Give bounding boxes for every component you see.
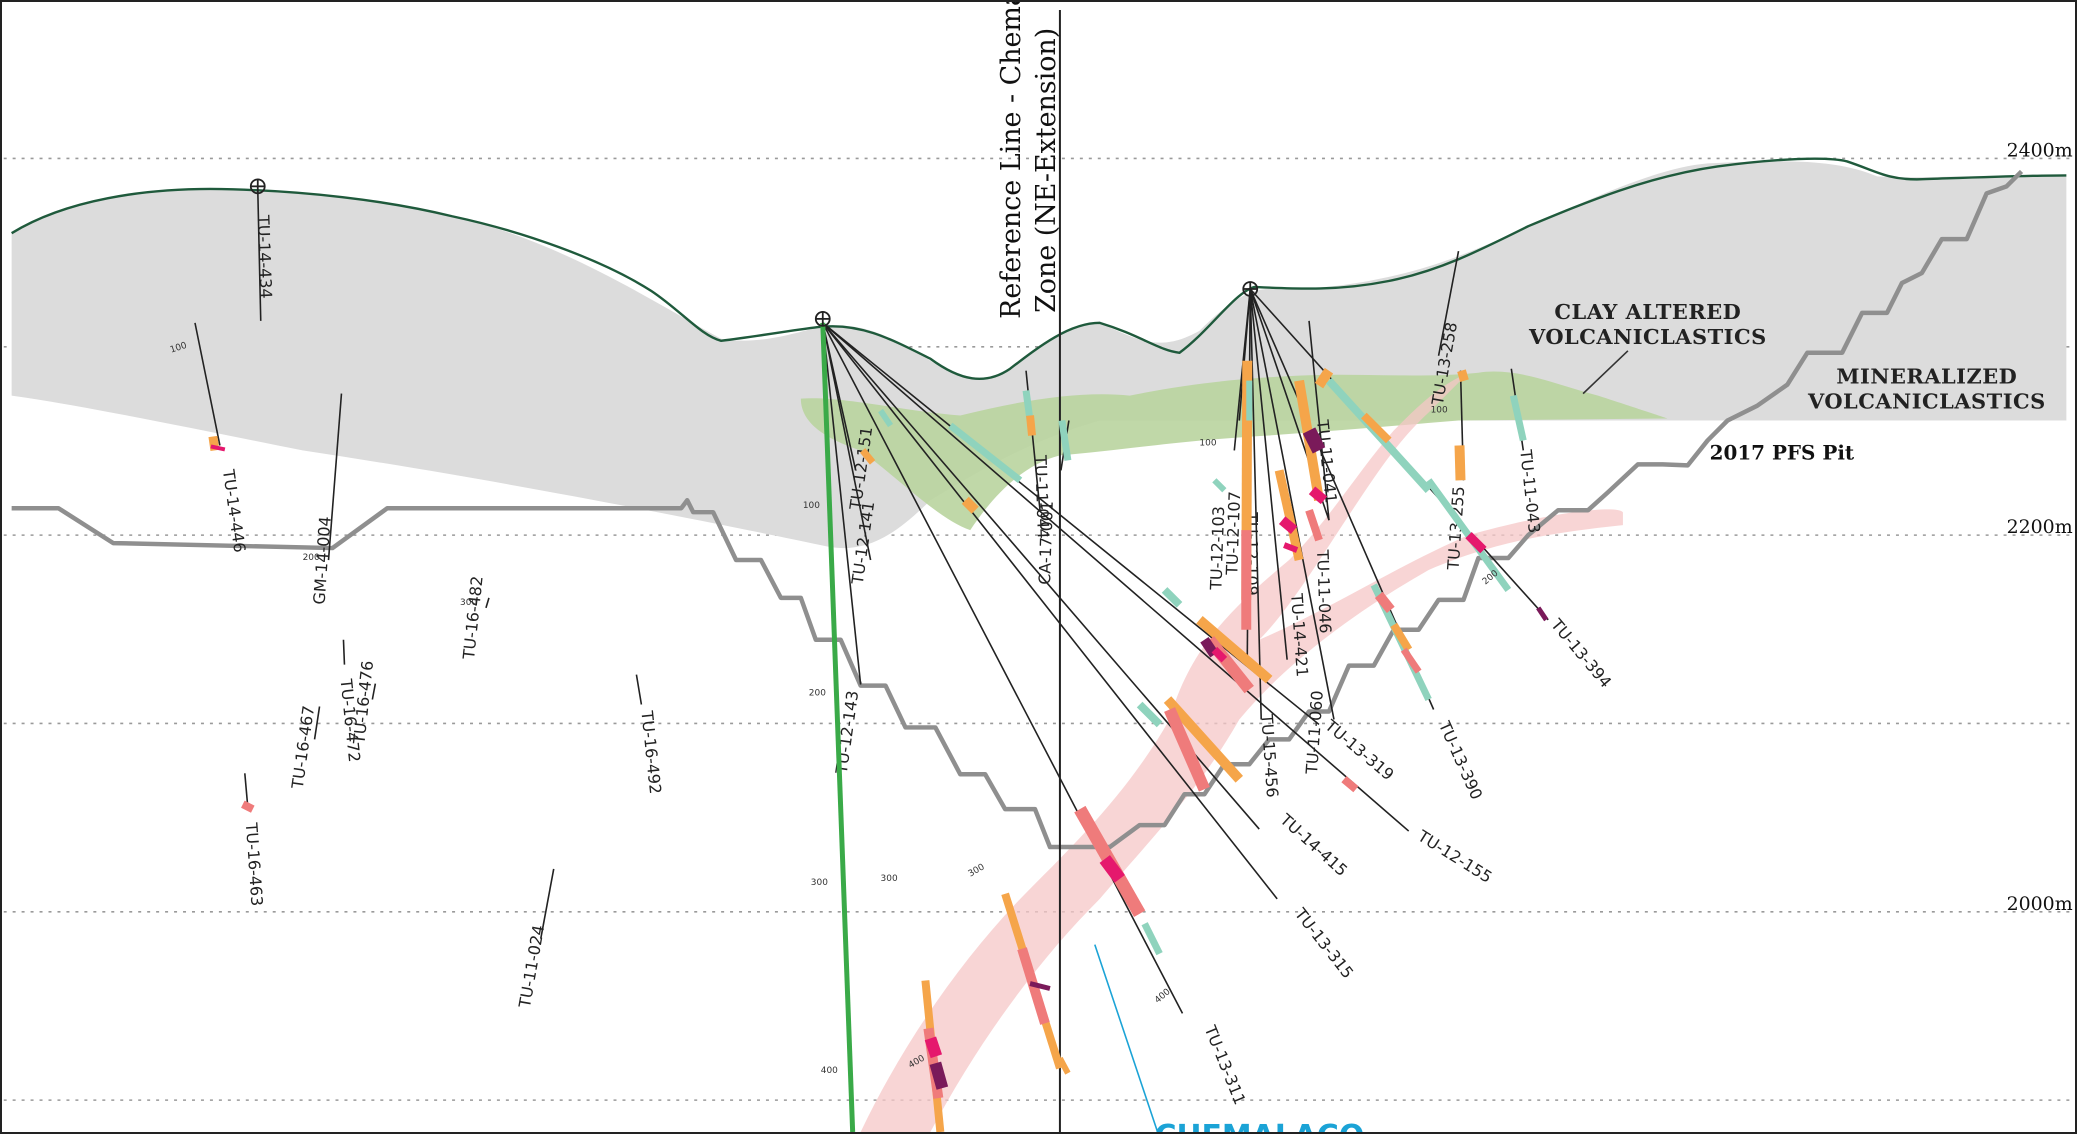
- svg-text:100: 100: [803, 501, 820, 511]
- drill-hole-trace-tu-12-151: [821, 322, 857, 471]
- drill-hole-label-tu-16-482: TU-16-482: [459, 575, 487, 661]
- drill-hole-label-tu-12-103: TU-12-103: [1206, 506, 1228, 591]
- assay-intervals: [208, 360, 1549, 1132]
- drill-hole-label-tu-14-434: TU-14-434: [254, 214, 276, 299]
- highlighted-drill-hole: [820, 322, 856, 1132]
- drill-hole-label-tu-16-467: TU-16-467: [288, 704, 319, 790]
- pit-label: 2017 PFS Pit: [1710, 440, 1855, 464]
- svg-text:300: 300: [967, 862, 987, 879]
- drill-hole-trace-tu-14-421: [1249, 288, 1288, 660]
- green-unit: [800, 371, 1668, 531]
- drill-hole-label-tu-12-107: TU-12-107: [1222, 491, 1244, 576]
- drill-hole-trace-tu-15-456: [1249, 288, 1263, 720]
- elevation-label-2200: 2200m: [2007, 516, 2073, 538]
- reference-line-label: Reference Line - Chemalaco: [996, 0, 1027, 319]
- svg-text:300: 300: [460, 598, 477, 608]
- drill-hole-label-tu-16-492: TU-16-492: [637, 709, 665, 795]
- svg-text:300: 300: [881, 874, 898, 884]
- drill-hole-label-tu-11-024: TU-11-024: [515, 923, 548, 1010]
- svg-text:200: 200: [303, 553, 320, 563]
- mineralized-zone: [860, 372, 1623, 1132]
- drill-hole-trace-tu-13-258: [1437, 250, 1460, 356]
- drill-hole-label-tu-14-446: TU-14-446: [219, 467, 250, 553]
- svg-text:100: 100: [1431, 406, 1448, 416]
- drill-hole-label-tu-16-463: TU-16-463: [242, 821, 267, 907]
- reference-line-label-line2: Zone (NE-Extension): [1031, 28, 1062, 313]
- drill-hole-trace-tu-11-024: [539, 868, 555, 939]
- svg-text:200: 200: [809, 689, 826, 699]
- drill-hole-trace-tu-13-311: [822, 322, 1184, 1014]
- drill-hole-trace-tu-13-315: [822, 322, 1278, 900]
- zone-projection-line: [1094, 944, 1159, 1132]
- drill-hole-trace-tu-12-141: [821, 322, 872, 561]
- drill-hole-trace-tu-16-463: [244, 773, 249, 808]
- zone-label: CHEMALACO: [1155, 1119, 1365, 1134]
- drill-hole-trace-tu-11-060: [1249, 288, 1335, 720]
- collars: [249, 178, 1259, 327]
- drill-hole-trace-tu-14-446: [194, 322, 221, 446]
- drill-hole-trace-tu-16-472: [342, 639, 346, 665]
- drill-hole-label-tu-11-044: TU-11-044: [1031, 454, 1053, 539]
- drill-hole-trace-tu-16-476: [371, 683, 377, 700]
- clay-altered-label-line2: VOLCANICLASTICS: [1528, 324, 1767, 349]
- drill-hole-trace-tu-14-434: [256, 189, 262, 321]
- mineralized-label-line2: VOLCANICLASTICS: [1807, 389, 2046, 414]
- mineralized-label: MINERALIZED: [1836, 364, 2017, 389]
- drill-hole-trace-tu-16-467: [313, 706, 321, 740]
- topography-line: [11, 157, 2067, 381]
- svg-text:300: 300: [811, 878, 828, 888]
- drill-hole-label-tu-13-311: TU-13-311: [1200, 1022, 1249, 1108]
- drill-hole-label-tu-12-155: TU-12-155: [1414, 826, 1496, 887]
- clay-leader-line: [1582, 350, 1629, 395]
- drill-hole-label-tu-11-060: TU-11-060: [1302, 690, 1327, 776]
- pfs-pit-outline: [11, 169, 2024, 850]
- drill-hole-label-tu-11-046: TU-11-046: [1313, 549, 1335, 634]
- drill-hole-trace-tu-16-482: [485, 597, 490, 609]
- drill-hole-label-tu-13-315: TU-13-315: [1290, 904, 1357, 982]
- elevation-label-2000: 2000m: [2007, 893, 2073, 915]
- drill-hole-label-tu-13-390: TU-13-390: [1435, 717, 1487, 802]
- drill-hole-label-tu-13-319: TU-13-319: [1321, 715, 1398, 784]
- elevation-label-2400: 2400m: [2007, 139, 2073, 161]
- drill-hole-label-tu-14-415: TU-14-415: [1276, 809, 1352, 880]
- drill-hole-trace-gm-14-004: [327, 393, 343, 561]
- clay-altered-unit: [11, 161, 2067, 549]
- svg-text:400: 400: [821, 1066, 838, 1076]
- drill-hole-label-ca-17-001: CA-17-001: [1035, 501, 1057, 586]
- drill-hole-label-tu-11-043: TU-11-043: [1516, 448, 1544, 534]
- drill-hole-label-tu-15-456: TU-15-456: [1257, 712, 1282, 798]
- drill-hole-trace-tu-11-046: [1308, 320, 1330, 521]
- drill-hole-trace-tu-16-492: [635, 674, 643, 705]
- drill-hole-label-tu-16-476: TU-16-476: [349, 660, 377, 746]
- drill-hole-trace-tu-12-143: [821, 322, 862, 685]
- drill-hole-label-tu-13-394: TU-13-394: [1546, 614, 1615, 691]
- clay-altered-label: CLAY ALTERED: [1554, 299, 1741, 324]
- svg-text:100: 100: [1199, 438, 1216, 448]
- drill-hole-trace-tu-12-155: [822, 322, 1410, 832]
